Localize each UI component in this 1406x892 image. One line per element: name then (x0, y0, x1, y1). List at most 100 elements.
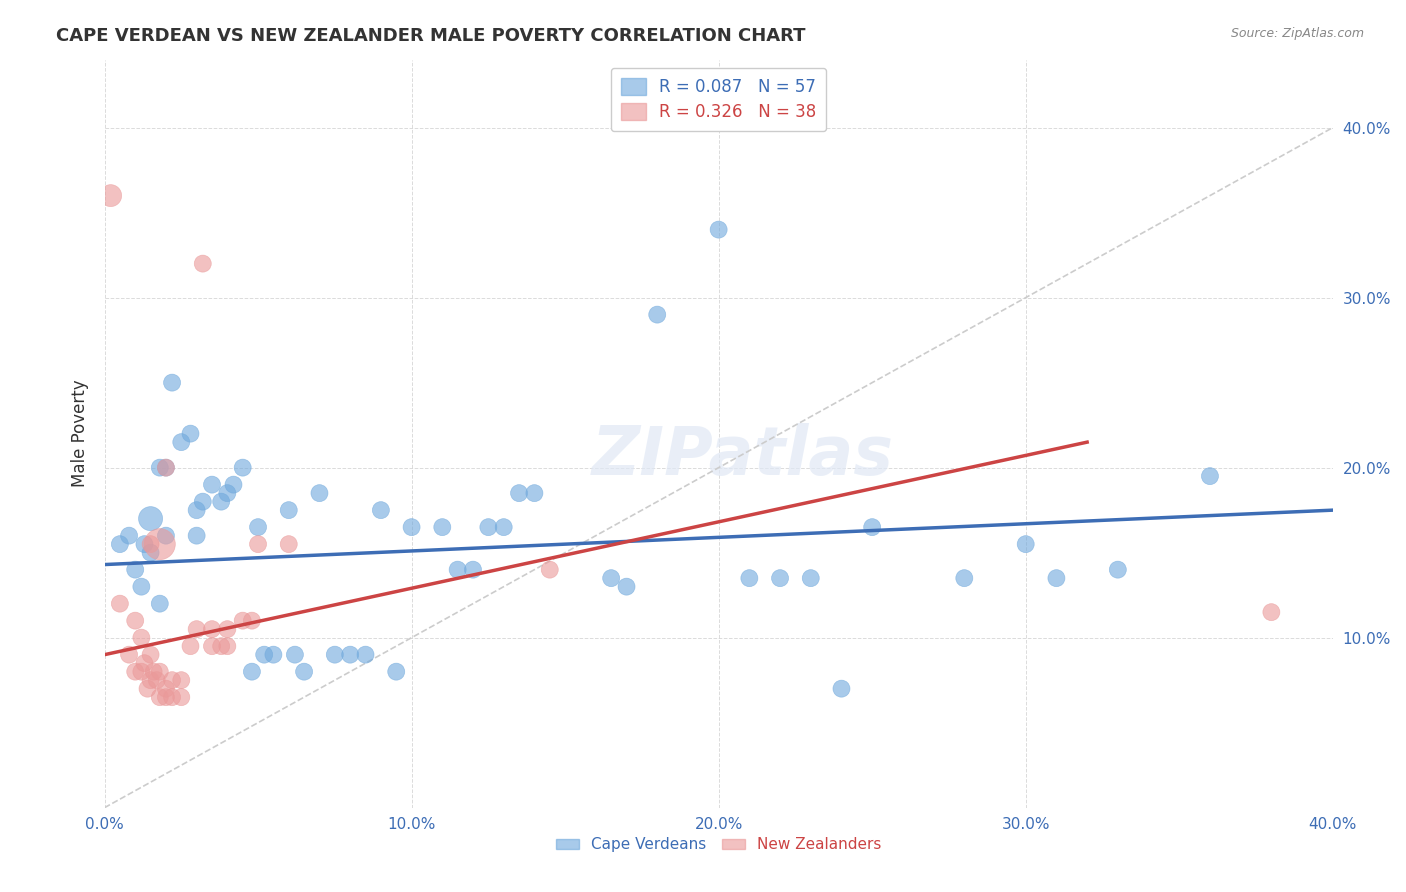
Point (616, 580, 638, 594)
Point (860, 520, 883, 534)
Point (217, 486, 239, 500)
Point (232, 460, 254, 475)
Point (277, 537, 299, 551)
Point (354, 648, 377, 662)
Point (136, 681, 159, 696)
Point (292, 665, 315, 679)
Point (179, 426, 201, 441)
Point (1199, 469, 1222, 483)
Point (118, 529, 141, 543)
Point (160, 376, 183, 390)
Point (170, 690, 193, 705)
Text: CAPE VERDEAN VS NEW ZEALANDER MALE POVERTY CORRELATION CHART: CAPE VERDEAN VS NEW ZEALANDER MALE POVER… (56, 27, 806, 45)
Point (277, 503, 299, 517)
Point (769, 571, 792, 585)
Point (240, 665, 263, 679)
Point (477, 520, 499, 534)
Point (217, 622, 239, 636)
Point (191, 494, 214, 508)
Point (253, 648, 276, 662)
Point (222, 477, 245, 491)
Point (149, 597, 172, 611)
Point (308, 486, 330, 500)
Point (1045, 571, 1067, 585)
Point (370, 503, 392, 517)
Point (145, 673, 167, 688)
Point (139, 648, 162, 662)
Point (707, 222, 730, 236)
Text: Source: ZipAtlas.com: Source: ZipAtlas.com (1230, 27, 1364, 40)
Point (139, 546, 162, 560)
Point (385, 665, 408, 679)
Point (108, 537, 131, 551)
Point (508, 486, 530, 500)
Point (134, 537, 156, 551)
Point (124, 563, 146, 577)
Point (262, 648, 284, 662)
Point (170, 435, 193, 450)
Point (186, 503, 208, 517)
Text: ZIPatlas: ZIPatlas (592, 423, 894, 489)
Point (600, 571, 623, 585)
Point (830, 681, 852, 696)
Point (401, 520, 423, 534)
Point (118, 648, 141, 662)
Point (131, 580, 153, 594)
Point (131, 631, 153, 645)
Point (209, 494, 232, 508)
Point (217, 639, 239, 653)
Point (108, 597, 131, 611)
Point (155, 460, 177, 475)
Point (538, 563, 561, 577)
Point (155, 529, 177, 543)
Point (124, 614, 146, 628)
Point (160, 673, 183, 688)
Point (738, 571, 761, 585)
Point (131, 665, 153, 679)
Point (155, 681, 177, 696)
Point (492, 520, 515, 534)
Point (201, 477, 224, 491)
Point (432, 520, 454, 534)
Point (139, 511, 162, 525)
Point (149, 460, 172, 475)
Point (232, 614, 254, 628)
Point (1260, 605, 1282, 619)
Point (179, 639, 201, 653)
Point (247, 520, 270, 534)
Point (142, 665, 165, 679)
Point (149, 665, 172, 679)
Point (134, 656, 156, 670)
Point (1015, 537, 1038, 551)
Point (160, 690, 183, 705)
Point (191, 257, 214, 271)
Point (247, 537, 270, 551)
Point (155, 460, 177, 475)
Point (446, 563, 468, 577)
Point (800, 571, 823, 585)
Point (240, 614, 263, 628)
Point (201, 622, 224, 636)
Point (149, 537, 172, 551)
Point (1107, 563, 1129, 577)
Point (155, 690, 177, 705)
Point (170, 673, 193, 688)
Point (461, 563, 484, 577)
Y-axis label: Male Poverty: Male Poverty (72, 380, 89, 487)
Point (953, 571, 976, 585)
Point (284, 648, 307, 662)
Point (186, 622, 208, 636)
Legend: R = 0.087   N = 57, R = 0.326   N = 38: R = 0.087 N = 57, R = 0.326 N = 38 (610, 68, 827, 131)
Point (523, 486, 546, 500)
Point (124, 665, 146, 679)
Point (645, 308, 668, 322)
Point (339, 648, 361, 662)
Point (139, 673, 162, 688)
Point (186, 529, 208, 543)
Point (323, 648, 346, 662)
Point (149, 690, 172, 705)
Point (209, 639, 232, 653)
Point (201, 639, 224, 653)
Point (139, 537, 162, 551)
Point (100, 188, 122, 202)
